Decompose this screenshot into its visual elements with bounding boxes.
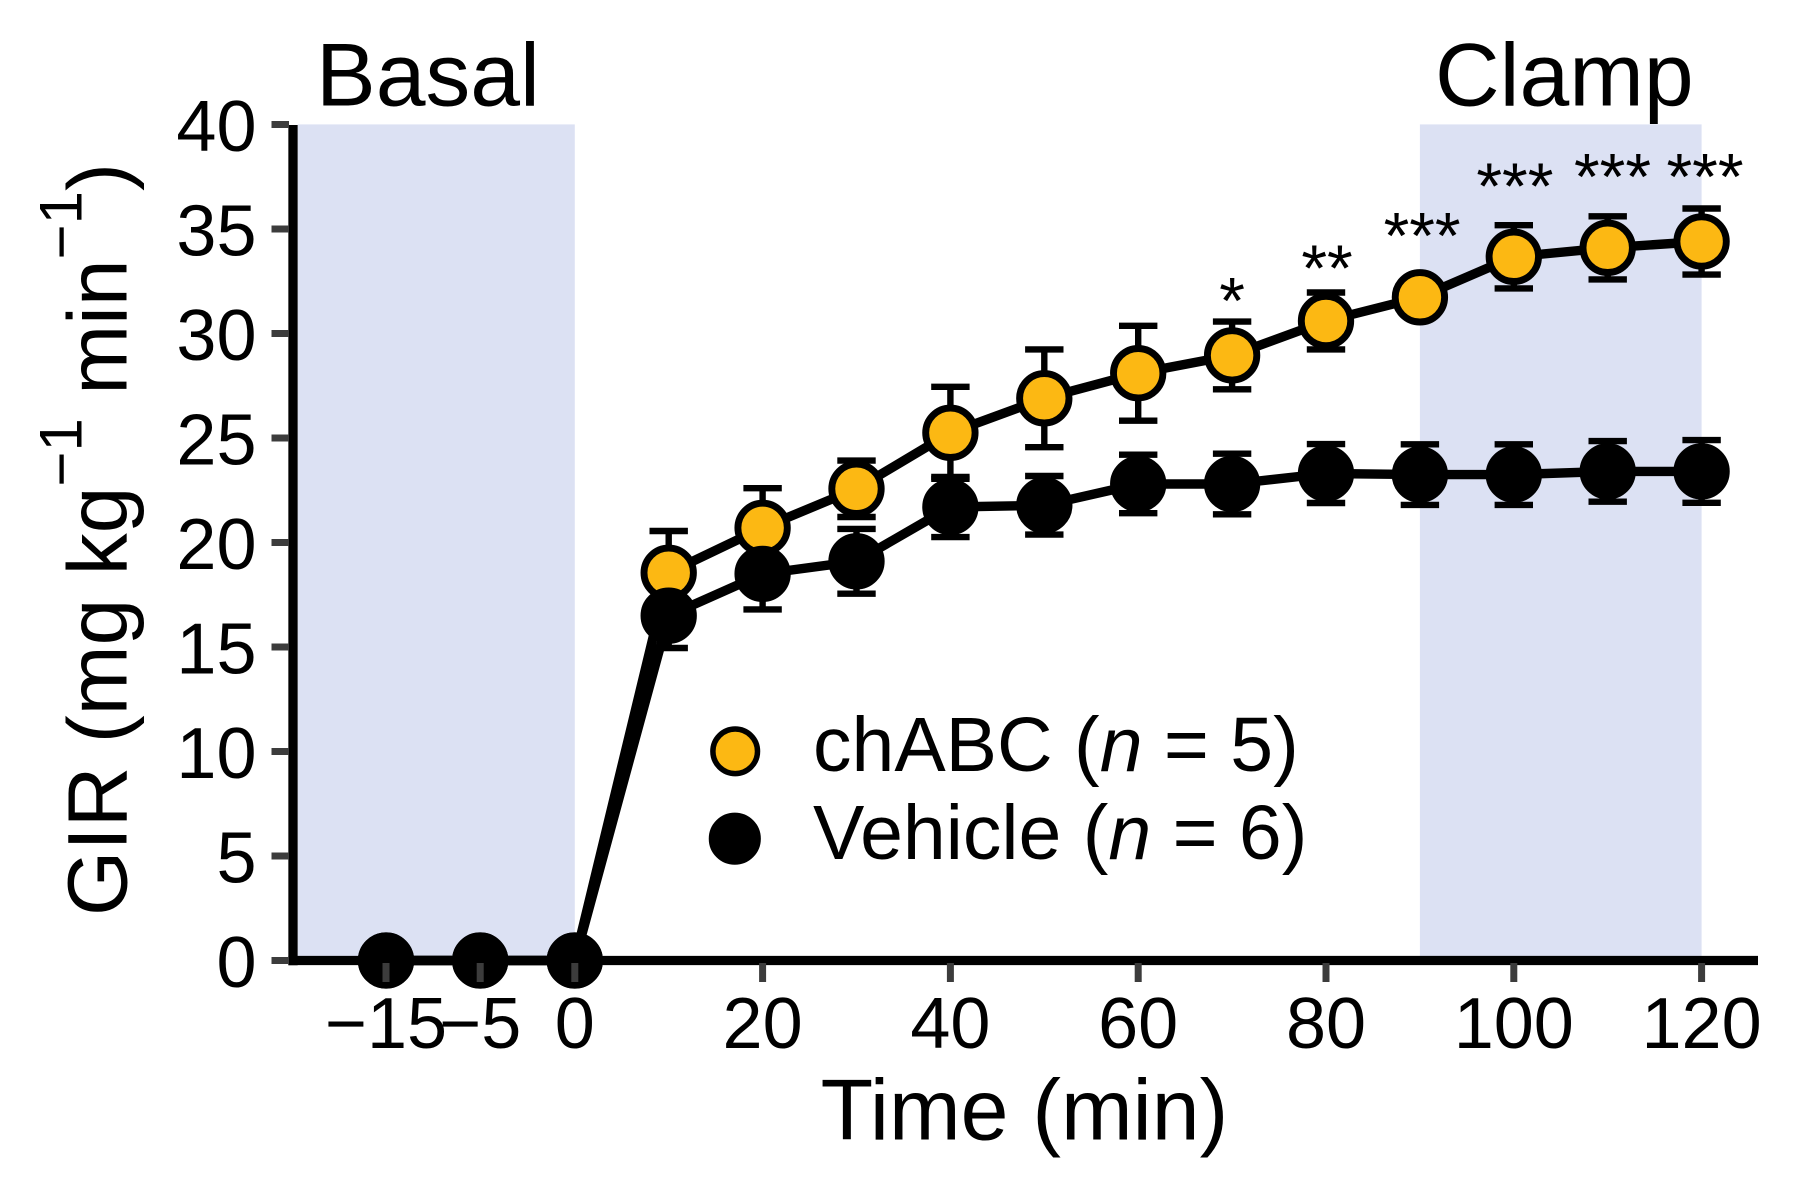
svg-text:30: 30 — [176, 296, 256, 376]
svg-text:***: *** — [1666, 139, 1743, 213]
svg-text:40: 40 — [176, 87, 256, 167]
svg-text:40: 40 — [910, 984, 990, 1064]
svg-text:***: *** — [1476, 149, 1553, 223]
svg-text:15: 15 — [176, 610, 256, 690]
svg-text:***: *** — [1574, 139, 1651, 213]
svg-text:100: 100 — [1454, 984, 1574, 1064]
svg-text:*: * — [1219, 264, 1245, 338]
svg-text:35: 35 — [176, 192, 256, 272]
svg-text:80: 80 — [1286, 984, 1366, 1064]
svg-text:20: 20 — [723, 984, 803, 1064]
svg-text:60: 60 — [1098, 984, 1178, 1064]
svg-text:0: 0 — [555, 984, 595, 1064]
svg-text:25: 25 — [176, 401, 256, 481]
svg-text:−5: −5 — [439, 984, 521, 1064]
svg-text:5: 5 — [216, 819, 256, 899]
svg-text:Basal: Basal — [316, 25, 540, 125]
svg-text:−15: −15 — [325, 984, 447, 1064]
svg-text:Time (min): Time (min) — [821, 1063, 1229, 1159]
svg-text:Clamp: Clamp — [1435, 25, 1694, 125]
svg-text:Vehicle (n = 6): Vehicle (n = 6) — [813, 790, 1307, 876]
svg-text:0: 0 — [216, 923, 256, 1003]
svg-text:120: 120 — [1642, 984, 1762, 1064]
svg-text:20: 20 — [176, 505, 256, 585]
svg-text:***: *** — [1384, 199, 1461, 273]
svg-text:**: ** — [1301, 231, 1352, 305]
svg-text:10: 10 — [176, 714, 256, 794]
svg-text:chABC (n = 5): chABC (n = 5) — [813, 702, 1299, 788]
